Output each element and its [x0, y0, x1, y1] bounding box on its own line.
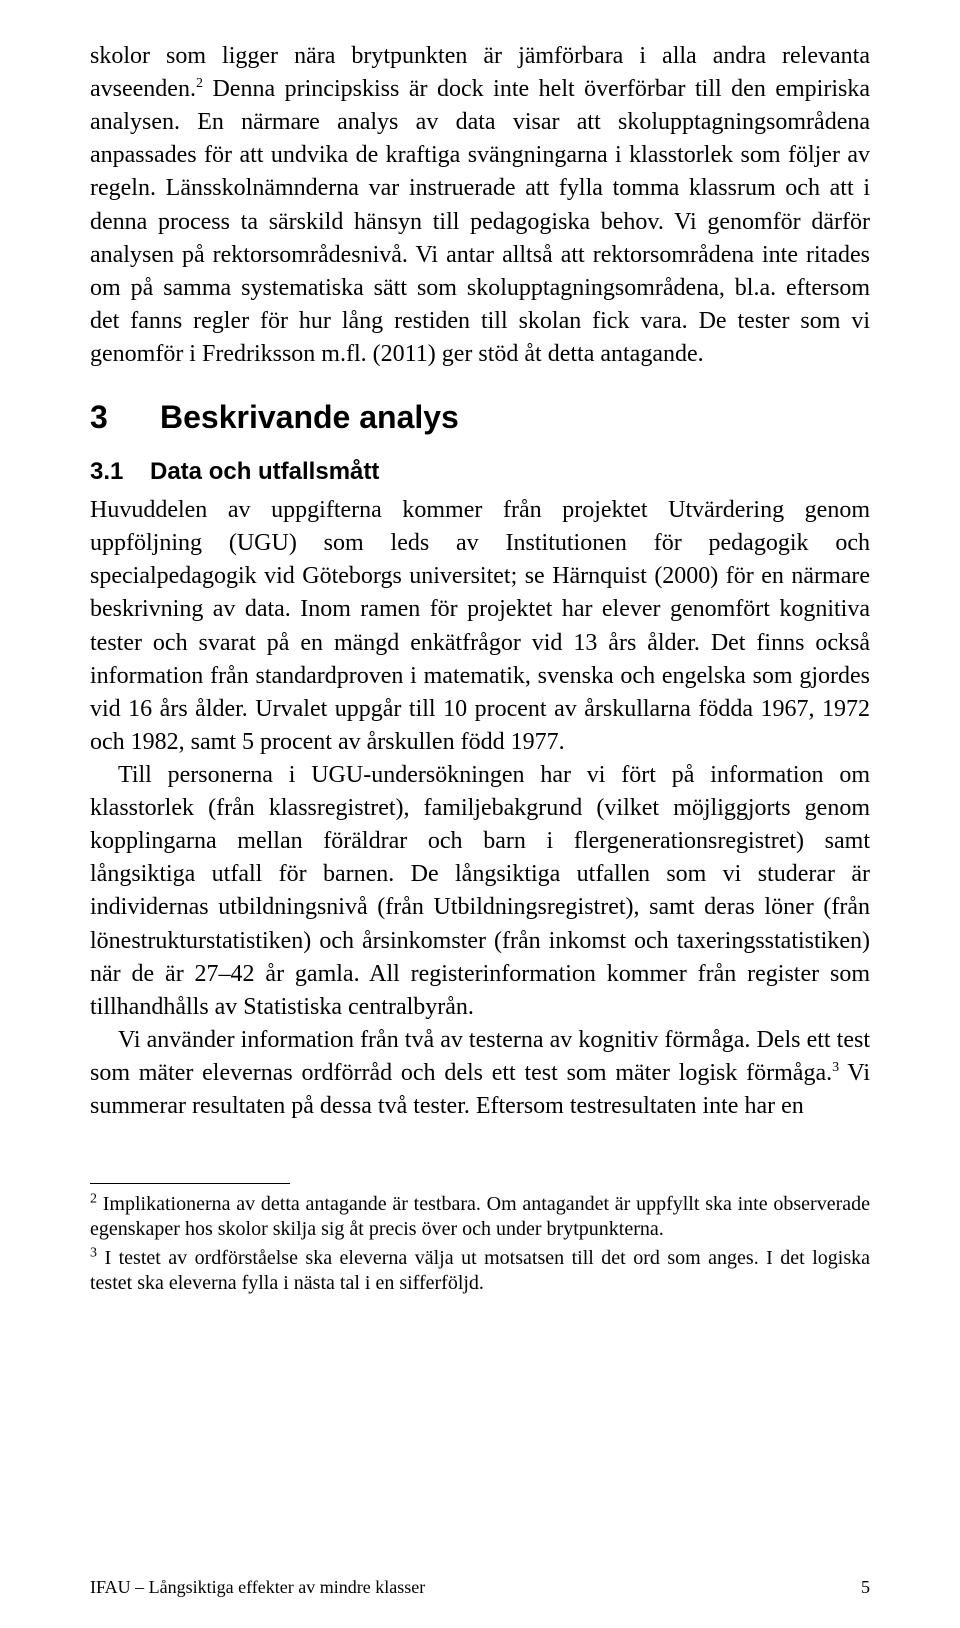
- paragraph-1-part-b: Denna principskiss är dock inte helt öve…: [90, 76, 870, 367]
- footnote-3: 3 I testet av ordförståelse ska eleverna…: [90, 1246, 870, 1296]
- footnote-ref-2: 2: [196, 76, 203, 91]
- section-number: 3: [90, 399, 160, 436]
- paragraph-4: Vi använder information från två av test…: [90, 1024, 870, 1123]
- footnote-rule: [90, 1183, 290, 1184]
- footnote-2-text: Implikationerna av detta antagande är te…: [90, 1193, 870, 1240]
- paragraph-3-text: Till personerna i UGU-undersökningen har…: [90, 762, 870, 1020]
- footnote-2-number: 2: [90, 1192, 97, 1207]
- footnote-3-text: I testet av ordförståelse ska eleverna v…: [90, 1247, 870, 1294]
- paragraph-4-part-a: Vi använder information från två av test…: [90, 1027, 870, 1086]
- footnote-3-number: 3: [90, 1246, 97, 1261]
- subsection-title: Data och utfallsmått: [150, 458, 379, 485]
- page-footer: IFAU – Långsiktiga effekter av mindre kl…: [90, 1577, 870, 1598]
- subsection-number: 3.1: [90, 458, 150, 486]
- paragraph-2: Huvuddelen av uppgifterna kommer från pr…: [90, 494, 870, 759]
- footnote-2: 2 Implikationerna av detta antagande är …: [90, 1192, 870, 1242]
- paragraph-1: skolor som ligger nära brytpunkten är jä…: [90, 40, 870, 371]
- section-heading: 3Beskrivande analys: [90, 399, 870, 436]
- document-page: skolor som ligger nära brytpunkten är jä…: [0, 0, 960, 1628]
- paragraph-3: Till personerna i UGU-undersökningen har…: [90, 759, 870, 1024]
- section-title: Beskrivande analys: [160, 399, 459, 435]
- footer-left: IFAU – Långsiktiga effekter av mindre kl…: [90, 1577, 425, 1598]
- footer-page-number: 5: [861, 1577, 870, 1598]
- footnotes-block: 2 Implikationerna av detta antagande är …: [90, 1183, 870, 1296]
- subsection-heading: 3.1Data och utfallsmått: [90, 458, 870, 486]
